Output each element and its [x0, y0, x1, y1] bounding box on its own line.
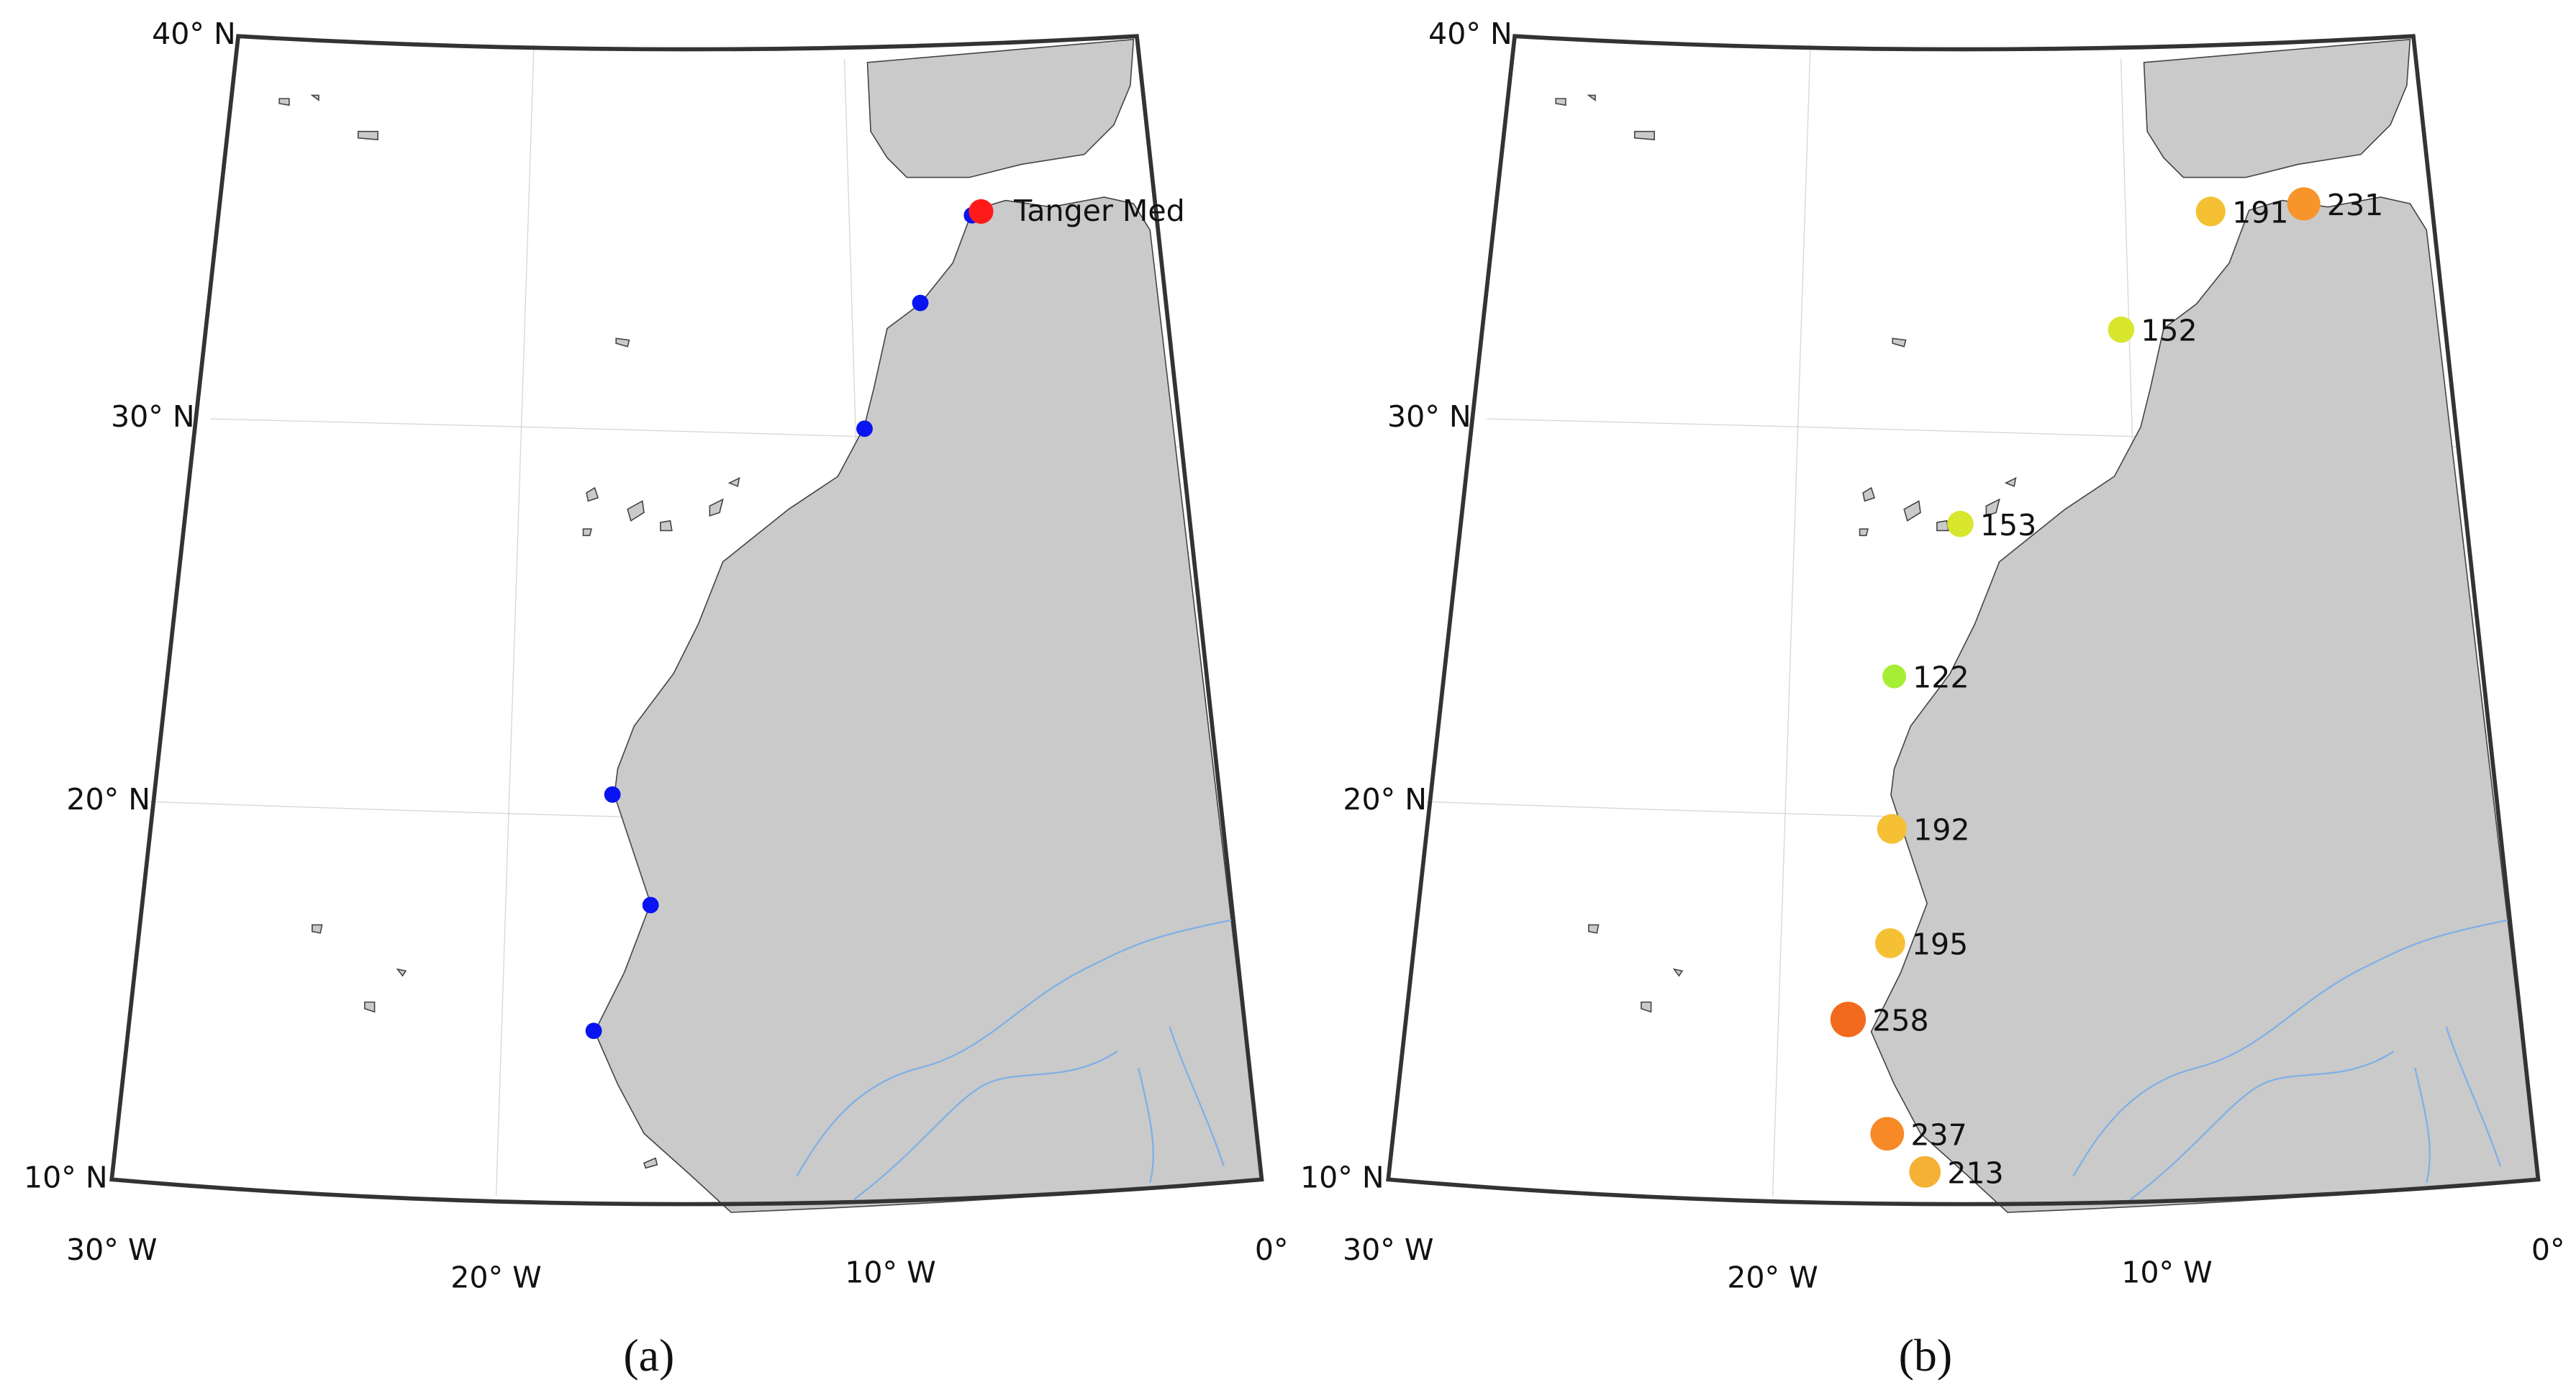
port-marker — [1877, 814, 1907, 844]
port-marker — [1870, 1117, 1905, 1151]
port-value: 122 — [1913, 661, 1969, 695]
longitude-label: 30° W — [66, 1233, 157, 1267]
port-marker — [604, 786, 621, 803]
highlight-port — [969, 199, 994, 224]
latitude-label: 40° N — [1428, 17, 1513, 51]
port-value: 191 — [2232, 195, 2288, 230]
latitude-label: 20° N — [1343, 782, 1427, 817]
longitude-label: 0° — [1255, 1233, 1289, 1267]
longitude-label: 0° — [2531, 1233, 2565, 1267]
port-value: 231 — [2327, 188, 2383, 222]
port-value: 213 — [1947, 1156, 2003, 1190]
longitude-label: 10° W — [845, 1256, 935, 1290]
latitude-label: 20° N — [66, 782, 150, 817]
port-marker — [1830, 1002, 1867, 1038]
port-marker — [1909, 1156, 1941, 1188]
map-frame — [1386, 34, 2541, 1207]
port-marker — [912, 294, 929, 312]
port-marker — [1882, 664, 1907, 689]
latitude-label: 30° N — [1387, 399, 1471, 434]
port-marker — [1947, 510, 1974, 537]
port-marker — [585, 1022, 602, 1040]
longitude-label: 30° W — [1343, 1233, 1433, 1267]
panel-caption: (b) — [1899, 1330, 1953, 1381]
port-value: 152 — [2141, 314, 2197, 348]
panel-caption: (a) — [623, 1330, 674, 1381]
port-marker — [2195, 196, 2226, 227]
latitude-label: 10° N — [1300, 1160, 1384, 1194]
port-value: 237 — [1910, 1117, 1967, 1152]
port-value: 192 — [1913, 813, 1969, 848]
longitude-label: 20° W — [450, 1261, 541, 1295]
port-value: 258 — [1872, 1003, 1928, 1038]
latitude-label: 30° N — [111, 399, 195, 434]
longitude-label: 10° W — [2121, 1256, 2212, 1290]
longitude-label: 20° W — [1727, 1261, 1818, 1295]
port-value: 195 — [1912, 927, 1968, 961]
port-marker — [2108, 316, 2135, 343]
port-value: 153 — [1980, 508, 2036, 543]
map-frame — [109, 34, 1264, 1207]
port-marker — [1875, 928, 1905, 958]
port-marker — [2287, 187, 2321, 221]
port-marker — [642, 897, 659, 914]
port-marker — [856, 420, 873, 437]
latitude-label: 40° N — [152, 17, 236, 51]
latitude-label: 10° N — [24, 1160, 108, 1194]
highlight-label: Tanger Med — [1013, 194, 1185, 228]
